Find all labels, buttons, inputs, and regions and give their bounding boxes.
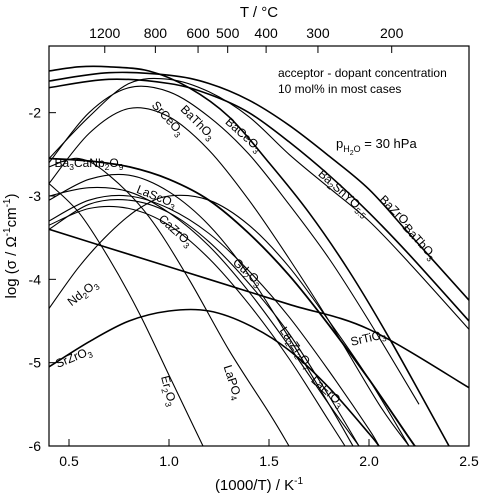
series-line-Ba2SnYO5.5 xyxy=(49,77,469,330)
y-tick-label: -6 xyxy=(29,438,42,454)
top-tick-label: 800 xyxy=(144,25,168,41)
series-line-BaTbO3 xyxy=(49,78,469,322)
series-label-Er2O3: Er2O3 xyxy=(156,374,179,408)
series-curves xyxy=(49,65,469,446)
series-label-Ba3CaNb2O9: Ba3CaNb2O9 xyxy=(55,156,124,172)
pressure-annotation: pH2O = 30 hPa xyxy=(336,136,417,157)
x-tick-label: 0.5 xyxy=(59,453,79,469)
series-line-LaPO4 xyxy=(49,157,290,446)
series-line-BaThO3 xyxy=(49,85,420,405)
series-line-CaZrO3 xyxy=(49,186,360,446)
x-tick-label: 2.5 xyxy=(459,453,479,469)
series-line-SrCeO3 xyxy=(49,107,410,446)
y-axis-title: log (σ / Ω-1cm-1) xyxy=(2,194,20,299)
y-tick-label: -2 xyxy=(29,105,42,121)
series-label-BaTbO3: BaTbO3 xyxy=(399,221,440,264)
y-tick-label: -3 xyxy=(29,188,42,204)
top-tick-label: 400 xyxy=(254,25,278,41)
series-label-SrCeO3: SrCeO3 xyxy=(147,98,187,140)
axis-ticks: 0.5 1.0 1.5 2.0 2.5 -2 -3 -4 -5 -6 1200 800 600 500 40… xyxy=(29,25,479,469)
y-tick-label: -4 xyxy=(29,271,42,287)
annotation-line-1: acceptor - dopant concentration xyxy=(278,66,447,80)
series-label-Ba2SnYO5.5: Ba2SnYO5.5 xyxy=(314,167,372,221)
top-tick-label: 200 xyxy=(380,25,404,41)
plot-frame xyxy=(48,45,470,447)
series-line-SrZrO3 xyxy=(49,308,380,446)
x-axis-title: (1000/T) / K-1 xyxy=(215,476,304,494)
y-tick-label: -5 xyxy=(29,355,42,371)
x-tick-label: 1.0 xyxy=(159,453,179,469)
top-tick-label: 1200 xyxy=(89,25,120,41)
series-line-SrTiO3 xyxy=(49,228,469,389)
x-tick-label: 1.5 xyxy=(259,453,279,469)
series-line-Nd2O3 xyxy=(49,194,410,446)
series-label-SrZrO3: SrZrO3 xyxy=(54,344,95,373)
series-label-Nd2O3: Nd2O3 xyxy=(65,277,102,311)
top-tick-label: 300 xyxy=(306,25,330,41)
series-label-SrTiO3: SrTiO3 xyxy=(349,327,388,351)
series-line-LaScO3 xyxy=(49,194,380,446)
series-line-La2Zr2O7 xyxy=(49,173,354,446)
x-tick-label: 2.0 xyxy=(359,453,379,469)
top-axis-title: T / °C xyxy=(240,4,278,21)
series-label-BaCeO3: BaCeO3 xyxy=(221,115,265,157)
series-label-LaErO3: LaErO3 xyxy=(307,373,347,411)
series-line-Gd2O3 xyxy=(49,199,360,446)
series-line-Ba3CaNb2O9 xyxy=(49,157,416,446)
top-tick-label: 500 xyxy=(216,25,240,41)
series-label-La2Zr2O7: La2Zr2O7 xyxy=(275,324,316,373)
series-line-BaZrO3 xyxy=(49,71,469,301)
series-line-Er2O3 xyxy=(49,183,204,446)
annotation-line-2: 10 mol% in most cases xyxy=(278,82,401,96)
top-tick-label: 600 xyxy=(186,25,210,41)
series-line-BaCeO3 xyxy=(49,65,450,446)
series-line-LaErO3 xyxy=(49,205,346,446)
